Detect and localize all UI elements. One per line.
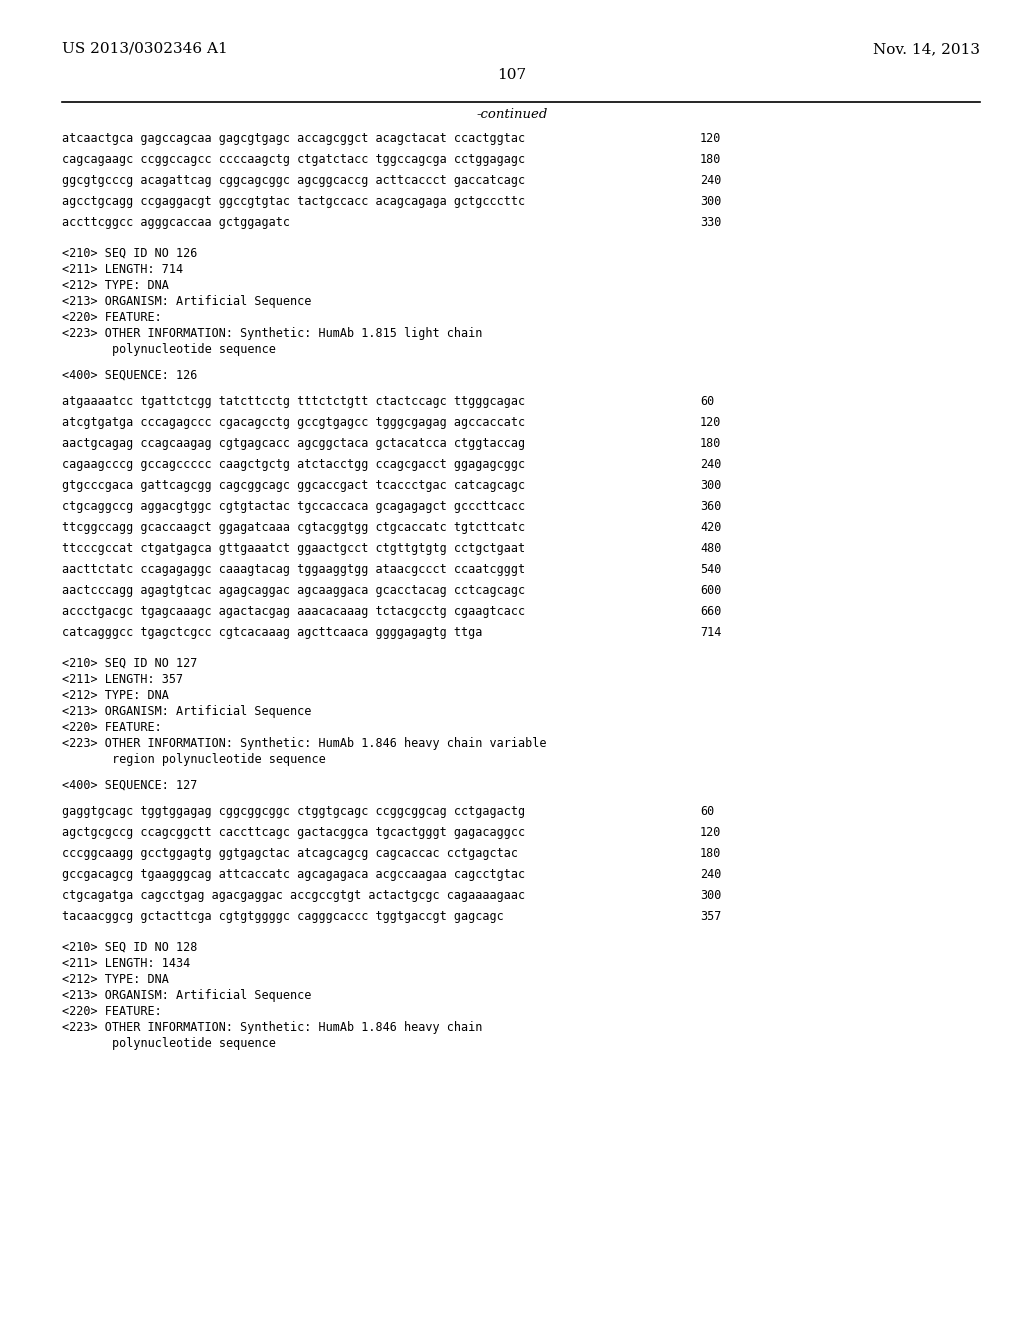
Text: gtgcccgaca gattcagcgg cagcggcagc ggcaccgact tcaccctgac catcagcagc: gtgcccgaca gattcagcgg cagcggcagc ggcaccg… [62, 479, 525, 492]
Text: aactgcagag ccagcaagag cgtgagcacc agcggctaca gctacatcca ctggtaccag: aactgcagag ccagcaagag cgtgagcacc agcggct… [62, 437, 525, 450]
Text: atgaaaatcc tgattctcgg tatcttcctg tttctctgtt ctactccagc ttgggcagac: atgaaaatcc tgattctcgg tatcttcctg tttctct… [62, 395, 525, 408]
Text: <223> OTHER INFORMATION: Synthetic: HumAb 1.846 heavy chain: <223> OTHER INFORMATION: Synthetic: HumA… [62, 1020, 482, 1034]
Text: 540: 540 [700, 564, 721, 576]
Text: ctgcaggccg aggacgtggc cgtgtactac tgccaccaca gcagagagct gcccttcacc: ctgcaggccg aggacgtggc cgtgtactac tgccacc… [62, 500, 525, 513]
Text: <220> FEATURE:: <220> FEATURE: [62, 1005, 162, 1018]
Text: 600: 600 [700, 583, 721, 597]
Text: -continued: -continued [476, 108, 548, 121]
Text: catcagggcc tgagctcgcc cgtcacaaag agcttcaaca ggggagagtg ttga: catcagggcc tgagctcgcc cgtcacaaag agcttca… [62, 626, 482, 639]
Text: 660: 660 [700, 605, 721, 618]
Text: US 2013/0302346 A1: US 2013/0302346 A1 [62, 42, 227, 55]
Text: <220> FEATURE:: <220> FEATURE: [62, 312, 162, 323]
Text: <220> FEATURE:: <220> FEATURE: [62, 721, 162, 734]
Text: 300: 300 [700, 479, 721, 492]
Text: <212> TYPE: DNA: <212> TYPE: DNA [62, 973, 169, 986]
Text: 120: 120 [700, 826, 721, 840]
Text: 714: 714 [700, 626, 721, 639]
Text: cagaagcccg gccagccccc caagctgctg atctacctgg ccagcgacct ggagagcggc: cagaagcccg gccagccccc caagctgctg atctacc… [62, 458, 525, 471]
Text: 330: 330 [700, 216, 721, 228]
Text: 60: 60 [700, 395, 715, 408]
Text: polynucleotide sequence: polynucleotide sequence [112, 1038, 275, 1049]
Text: <210> SEQ ID NO 126: <210> SEQ ID NO 126 [62, 247, 198, 260]
Text: accctgacgc tgagcaaagc agactacgag aaacacaaag tctacgcctg cgaagtcacc: accctgacgc tgagcaaagc agactacgag aaacaca… [62, 605, 525, 618]
Text: polynucleotide sequence: polynucleotide sequence [112, 343, 275, 356]
Text: <400> SEQUENCE: 127: <400> SEQUENCE: 127 [62, 779, 198, 792]
Text: 240: 240 [700, 458, 721, 471]
Text: 120: 120 [700, 416, 721, 429]
Text: 480: 480 [700, 543, 721, 554]
Text: gccgacagcg tgaagggcag attcaccatc agcagagaca acgccaagaa cagcctgtac: gccgacagcg tgaagggcag attcaccatc agcagag… [62, 869, 525, 880]
Text: gaggtgcagc tggtggagag cggcggcggc ctggtgcagc ccggcggcag cctgagactg: gaggtgcagc tggtggagag cggcggcggc ctggtgc… [62, 805, 525, 818]
Text: <223> OTHER INFORMATION: Synthetic: HumAb 1.846 heavy chain variable: <223> OTHER INFORMATION: Synthetic: HumA… [62, 737, 547, 750]
Text: 240: 240 [700, 174, 721, 187]
Text: 180: 180 [700, 847, 721, 861]
Text: 60: 60 [700, 805, 715, 818]
Text: <223> OTHER INFORMATION: Synthetic: HumAb 1.815 light chain: <223> OTHER INFORMATION: Synthetic: HumA… [62, 327, 482, 341]
Text: 360: 360 [700, 500, 721, 513]
Text: aacttctatc ccagagaggc caaagtacag tggaaggtgg ataacgccct ccaatcgggt: aacttctatc ccagagaggc caaagtacag tggaagg… [62, 564, 525, 576]
Text: <213> ORGANISM: Artificial Sequence: <213> ORGANISM: Artificial Sequence [62, 989, 311, 1002]
Text: 300: 300 [700, 888, 721, 902]
Text: tacaacggcg gctacttcga cgtgtggggc cagggcaccc tggtgaccgt gagcagc: tacaacggcg gctacttcga cgtgtggggc cagggca… [62, 909, 504, 923]
Text: <211> LENGTH: 714: <211> LENGTH: 714 [62, 263, 183, 276]
Text: <211> LENGTH: 1434: <211> LENGTH: 1434 [62, 957, 190, 970]
Text: ctgcagatga cagcctgag agacgaggac accgccgtgt actactgcgc cagaaaagaac: ctgcagatga cagcctgag agacgaggac accgccgt… [62, 888, 525, 902]
Text: 420: 420 [700, 521, 721, 535]
Text: region polynucleotide sequence: region polynucleotide sequence [112, 752, 326, 766]
Text: 300: 300 [700, 195, 721, 209]
Text: cagcagaagc ccggccagcc ccccaagctg ctgatctacc tggccagcga cctggagagc: cagcagaagc ccggccagcc ccccaagctg ctgatct… [62, 153, 525, 166]
Text: 357: 357 [700, 909, 721, 923]
Text: <210> SEQ ID NO 127: <210> SEQ ID NO 127 [62, 657, 198, 671]
Text: aactcccagg agagtgtcac agagcaggac agcaaggaca gcacctacag cctcagcagc: aactcccagg agagtgtcac agagcaggac agcaagg… [62, 583, 525, 597]
Text: cccggcaagg gcctggagtg ggtgagctac atcagcagcg cagcaccac cctgagctac: cccggcaagg gcctggagtg ggtgagctac atcagca… [62, 847, 518, 861]
Text: <212> TYPE: DNA: <212> TYPE: DNA [62, 279, 169, 292]
Text: agcctgcagg ccgaggacgt ggccgtgtac tactgccacc acagcagaga gctgcccttc: agcctgcagg ccgaggacgt ggccgtgtac tactgcc… [62, 195, 525, 209]
Text: <400> SEQUENCE: 126: <400> SEQUENCE: 126 [62, 370, 198, 381]
Text: 240: 240 [700, 869, 721, 880]
Text: 107: 107 [498, 69, 526, 82]
Text: ggcgtgcccg acagattcag cggcagcggc agcggcaccg acttcaccct gaccatcagc: ggcgtgcccg acagattcag cggcagcggc agcggca… [62, 174, 525, 187]
Text: ttcggccagg gcaccaagct ggagatcaaa cgtacggtgg ctgcaccatc tgtcttcatc: ttcggccagg gcaccaagct ggagatcaaa cgtacgg… [62, 521, 525, 535]
Text: <211> LENGTH: 357: <211> LENGTH: 357 [62, 673, 183, 686]
Text: atcaactgca gagccagcaa gagcgtgagc accagcggct acagctacat ccactggtac: atcaactgca gagccagcaa gagcgtgagc accagcg… [62, 132, 525, 145]
Text: agctgcgccg ccagcggctt caccttcagc gactacggca tgcactgggt gagacaggcc: agctgcgccg ccagcggctt caccttcagc gactacg… [62, 826, 525, 840]
Text: 180: 180 [700, 437, 721, 450]
Text: ttcccgccat ctgatgagca gttgaaatct ggaactgcct ctgttgtgtg cctgctgaat: ttcccgccat ctgatgagca gttgaaatct ggaactg… [62, 543, 525, 554]
Text: 120: 120 [700, 132, 721, 145]
Text: <213> ORGANISM: Artificial Sequence: <213> ORGANISM: Artificial Sequence [62, 294, 311, 308]
Text: <210> SEQ ID NO 128: <210> SEQ ID NO 128 [62, 941, 198, 954]
Text: 180: 180 [700, 153, 721, 166]
Text: atcgtgatga cccagagccc cgacagcctg gccgtgagcc tgggcgagag agccaccatc: atcgtgatga cccagagccc cgacagcctg gccgtga… [62, 416, 525, 429]
Text: <212> TYPE: DNA: <212> TYPE: DNA [62, 689, 169, 702]
Text: Nov. 14, 2013: Nov. 14, 2013 [873, 42, 980, 55]
Text: accttcggcc agggcaccaa gctggagatc: accttcggcc agggcaccaa gctggagatc [62, 216, 290, 228]
Text: <213> ORGANISM: Artificial Sequence: <213> ORGANISM: Artificial Sequence [62, 705, 311, 718]
